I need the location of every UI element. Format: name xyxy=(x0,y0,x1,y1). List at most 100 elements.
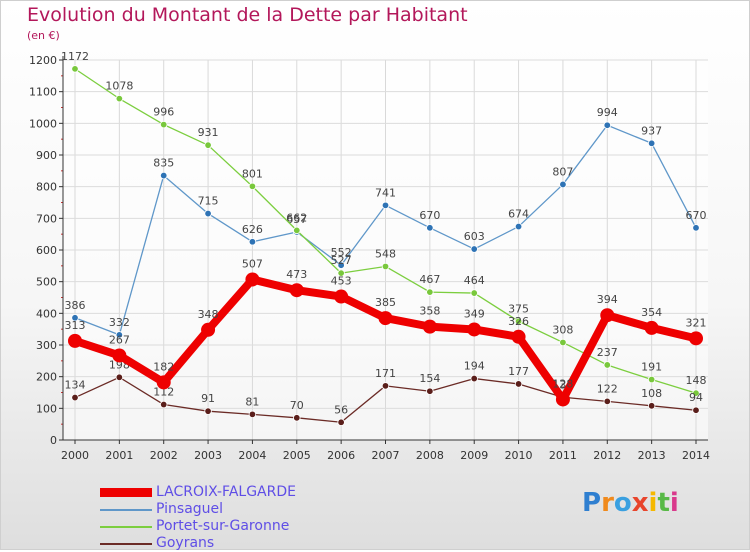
data-point xyxy=(603,361,611,369)
x-tick-label: 2014 xyxy=(682,449,710,462)
y-tick-label: 700 xyxy=(36,212,57,225)
data-label: 108 xyxy=(641,387,662,400)
data-label: 394 xyxy=(597,293,618,306)
x-tick-label: 2012 xyxy=(593,449,621,462)
data-label: 70 xyxy=(290,399,304,412)
data-point xyxy=(337,418,345,426)
y-tick-label: 1100 xyxy=(29,86,57,99)
data-point xyxy=(248,410,257,419)
legend-swatch-goyrans xyxy=(100,543,152,545)
data-point xyxy=(201,322,216,337)
legend-item-goyrans: Goyrans xyxy=(100,535,360,552)
data-label: 464 xyxy=(464,274,485,287)
data-point xyxy=(71,314,79,322)
data-point xyxy=(381,262,390,271)
data-point xyxy=(248,182,257,191)
data-label: 182 xyxy=(153,360,174,373)
x-tick-label: 2010 xyxy=(505,449,533,462)
data-point xyxy=(514,222,523,231)
data-label: 348 xyxy=(198,308,219,321)
data-label: 191 xyxy=(641,361,662,374)
legend-label-lacroix-falgarde: LACROIX-FALGARDE xyxy=(156,484,296,500)
data-point xyxy=(692,389,700,397)
data-point xyxy=(334,289,349,304)
x-tick-label: 2006 xyxy=(327,449,355,462)
data-point xyxy=(470,289,478,297)
data-label: 467 xyxy=(419,273,440,286)
data-label: 81 xyxy=(245,395,259,408)
y-tick-label: 300 xyxy=(36,339,57,352)
data-point xyxy=(156,375,171,390)
data-point xyxy=(204,209,212,218)
proxiti-logo: Proxiti xyxy=(582,488,679,518)
data-point xyxy=(378,311,393,326)
data-label: 308 xyxy=(552,323,573,336)
data-point xyxy=(204,141,212,149)
legend-item-lacroix-falgarde: LACROIX-FALGARDE xyxy=(100,484,360,501)
data-label: 122 xyxy=(597,382,618,395)
data-label: 134 xyxy=(65,379,86,392)
data-label: 670 xyxy=(419,209,440,222)
y-tick-label: 400 xyxy=(36,307,57,320)
x-tick-label: 2008 xyxy=(416,449,444,462)
data-label: 473 xyxy=(286,268,307,281)
data-point xyxy=(71,393,79,402)
data-point xyxy=(600,308,615,323)
x-tick-label: 2011 xyxy=(549,449,577,462)
y-tick-label: 0 xyxy=(50,434,57,447)
series-lacroix-falgarde: 313 267 182 348 507 473 453 385 358 349 326 128 394 3… xyxy=(65,257,707,407)
data-point xyxy=(689,331,703,346)
data-label: 313 xyxy=(65,319,86,332)
data-point xyxy=(555,392,570,407)
data-point xyxy=(647,139,656,147)
data-label: 154 xyxy=(419,372,440,385)
data-point xyxy=(470,374,478,383)
x-tick-label: 2000 xyxy=(61,449,89,462)
data-label: 128 xyxy=(552,377,573,390)
data-label: 801 xyxy=(242,167,263,180)
data-label: 194 xyxy=(464,360,485,373)
y-tick-label: 1200 xyxy=(29,54,57,67)
data-point xyxy=(293,226,301,235)
data-point xyxy=(603,121,611,129)
data-point xyxy=(381,382,390,390)
legend-label-portet-sur-garonne: Portet-sur-Garonne xyxy=(156,518,290,534)
y-tick-label: 500 xyxy=(36,276,57,289)
legend-item-pinsaguel: Pinsaguel xyxy=(100,501,360,518)
data-point xyxy=(68,333,82,348)
data-label: 349 xyxy=(464,307,485,320)
data-label: 237 xyxy=(597,346,618,359)
data-label: 931 xyxy=(198,126,219,139)
chart-title: Evolution du Montant de la Dette par Hab… xyxy=(27,4,468,26)
x-tick-label: 2002 xyxy=(150,449,178,462)
data-point xyxy=(470,245,478,253)
data-label: 674 xyxy=(508,208,529,221)
data-point xyxy=(692,224,700,232)
data-label: 112 xyxy=(153,386,174,399)
data-point xyxy=(245,272,260,287)
data-point xyxy=(647,375,656,384)
data-point xyxy=(511,329,526,344)
data-point xyxy=(426,224,434,232)
x-tick-label: 2001 xyxy=(105,449,133,462)
data-point xyxy=(426,387,434,395)
data-label: 386 xyxy=(65,299,86,312)
data-point xyxy=(559,180,567,189)
data-label: 741 xyxy=(375,186,396,199)
x-tick-label: 2007 xyxy=(372,449,400,462)
data-point xyxy=(160,171,168,180)
data-point xyxy=(559,338,567,347)
data-label: 1078 xyxy=(105,80,133,93)
data-label: 354 xyxy=(641,306,662,319)
data-point xyxy=(248,238,257,246)
data-label: 267 xyxy=(109,333,130,346)
data-label: 91 xyxy=(201,392,215,405)
data-point xyxy=(160,120,168,129)
data-label: 375 xyxy=(508,302,529,315)
data-label: 94 xyxy=(689,391,703,404)
data-point xyxy=(644,320,659,335)
data-label: 807 xyxy=(552,165,573,178)
data-label: 994 xyxy=(597,106,618,119)
data-label: 385 xyxy=(375,296,396,309)
